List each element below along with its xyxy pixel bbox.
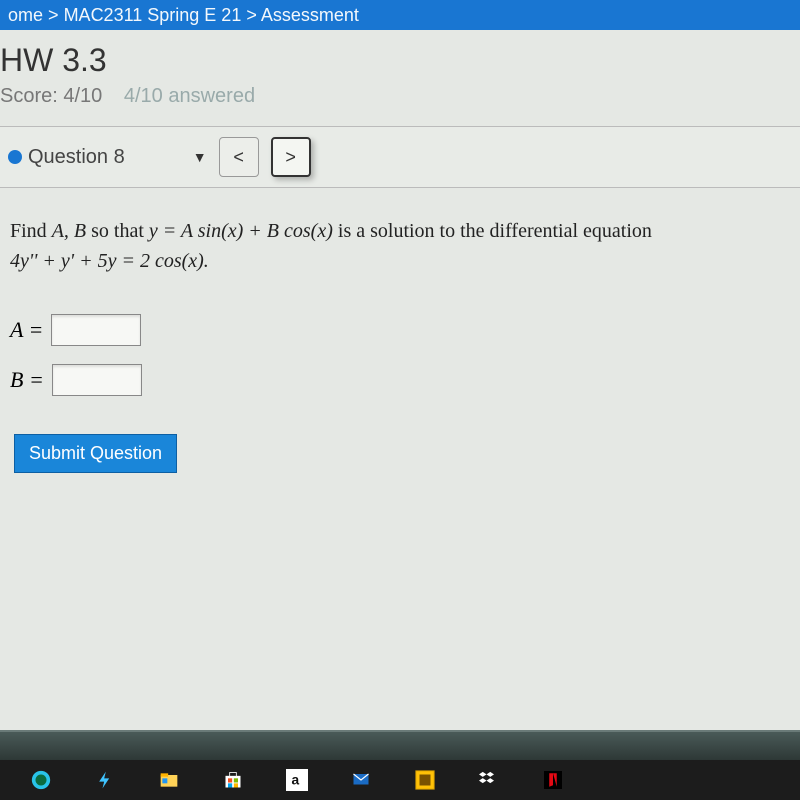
file-explorer-icon[interactable] <box>158 769 180 791</box>
breadcrumb-bar: ome > MAC2311 Spring E 21 > Assessment <box>0 0 800 30</box>
amazon-icon[interactable]: a <box>286 769 308 791</box>
breadcrumb-course[interactable]: MAC2311 Spring E 21 <box>64 5 242 25</box>
status-dot-icon <box>8 150 22 164</box>
problem-math-eq: y = A sin(x) + B cos(x) <box>149 220 333 242</box>
problem-part1: Find <box>10 220 52 242</box>
taskbar: a <box>0 760 800 800</box>
question-number-label: Question 8 <box>28 146 125 169</box>
breadcrumb-assessment[interactable]: Assessment <box>261 5 359 25</box>
score-label: Score: 4/10 <box>0 85 102 107</box>
window-lower-bar <box>0 730 800 760</box>
store-icon[interactable] <box>222 769 244 791</box>
chevron-down-icon: ▼ <box>193 149 207 165</box>
dropbox-icon[interactable] <box>478 769 500 791</box>
prev-question-button[interactable]: < <box>219 137 259 177</box>
answer-b-row: B = <box>0 364 800 396</box>
problem-text: Find A, B so that y = A sin(x) + B cos(x… <box>0 188 800 296</box>
mail-icon[interactable] <box>350 769 372 791</box>
netflix-icon[interactable] <box>542 769 564 791</box>
answer-a-input[interactable] <box>51 314 141 346</box>
svg-text:a: a <box>292 773 300 788</box>
next-question-button[interactable]: > <box>271 137 311 177</box>
breadcrumb-home[interactable]: ome <box>8 5 43 25</box>
submit-button[interactable]: Submit Question <box>14 434 177 473</box>
edge-icon[interactable] <box>30 769 52 791</box>
answer-b-label: B = <box>10 367 44 393</box>
page-title: HW 3.3 <box>0 30 800 81</box>
main-content: HW 3.3 Score: 4/10 4/10 answered Questio… <box>0 30 800 760</box>
answer-a-row: A = <box>0 314 800 346</box>
question-toolbar: Question 8 ▼ < > <box>0 126 800 188</box>
problem-math-ab: A, B <box>52 220 86 242</box>
problem-line2: 4y'' + y' + 5y = 2 cos(x). <box>10 250 209 272</box>
lightning-icon[interactable] <box>94 769 116 791</box>
answer-a-label: A = <box>10 317 43 343</box>
av-icon[interactable] <box>414 769 436 791</box>
problem-part2: so that <box>86 220 149 242</box>
score-row: Score: 4/10 4/10 answered <box>0 81 800 126</box>
breadcrumb-sep2: > <box>246 5 257 25</box>
answered-label: 4/10 answered <box>124 85 255 107</box>
problem-part3: is a solution to the differential equati… <box>333 220 652 242</box>
answer-b-input[interactable] <box>52 364 142 396</box>
question-dropdown[interactable]: Question 8 ▼ <box>8 146 207 169</box>
breadcrumb-sep1: > <box>48 5 59 25</box>
